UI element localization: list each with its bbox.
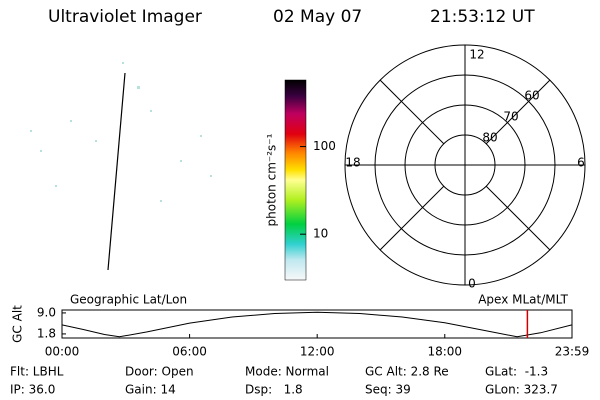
polar-ring-label: 60 <box>524 89 539 103</box>
status-field: GLon: 323.7 <box>485 383 558 397</box>
polar-label: 12 <box>469 48 484 62</box>
polar-plot <box>344 44 586 286</box>
colorbar <box>284 79 307 281</box>
x-tick-label: 18:00 <box>427 345 462 359</box>
status-field: Seq: 39 <box>365 383 411 397</box>
polar-label: 0 <box>468 277 476 291</box>
y-tick-label: 9.0 <box>37 305 56 319</box>
status-field: Mode: Normal <box>245 365 329 379</box>
polar-spoke <box>485 185 551 251</box>
status-field: IP: 36.0 <box>10 383 55 397</box>
colorbar-tick-label: 100 <box>313 139 336 153</box>
title: Ultraviolet Imager <box>48 7 202 27</box>
y-label: GC Alt <box>11 305 25 343</box>
colorbar-label: photon cm⁻²s⁻¹ <box>265 133 279 226</box>
polar-label: 18 <box>345 156 360 170</box>
status-field: Flt: LBHL <box>10 365 64 379</box>
colorbar-tick-label: 10 <box>313 227 328 241</box>
x-tick-label: 23:59 <box>555 345 590 359</box>
polar-spoke <box>379 79 445 145</box>
polar-label: 6 <box>577 156 585 170</box>
date: 02 May 07 <box>273 7 362 27</box>
time: 21:53:12 UT <box>430 7 535 27</box>
x-tick-label: 00:00 <box>45 345 80 359</box>
x-tick-label: 12:00 <box>300 345 335 359</box>
x-tick-label: 06:00 <box>172 345 207 359</box>
status-field: Dsp: 1.8 <box>245 383 303 397</box>
plot-title-right: Apex MLat/MLT <box>478 293 568 307</box>
polar-spoke <box>485 79 551 145</box>
status-field: Door: Open <box>125 365 194 379</box>
status-field: GC Alt: 2.8 Re <box>365 365 449 379</box>
polar-ring-label: 80 <box>482 131 497 145</box>
status-field: Gain: 14 <box>125 383 176 397</box>
image-panel <box>30 62 212 271</box>
altitude-line <box>61 311 573 338</box>
status-field: GLat: -1.3 <box>485 365 548 379</box>
y-tick-label: 1.8 <box>37 326 56 340</box>
polar-spoke <box>379 185 445 251</box>
plot-title-left: Geographic Lat/Lon <box>70 293 187 307</box>
polar-ring-label: 70 <box>503 110 518 124</box>
